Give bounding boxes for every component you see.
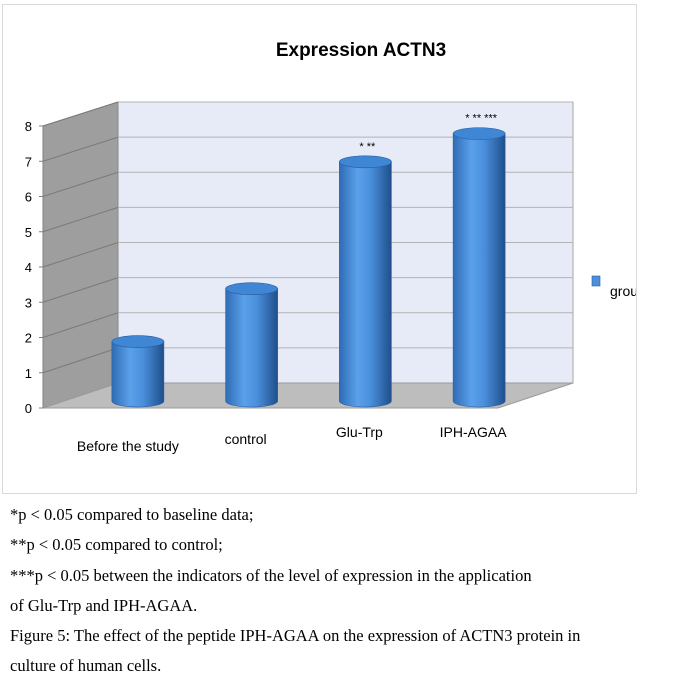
gridline-side — [42, 101, 119, 127]
x-tick-label: IPH-AGAA — [440, 424, 508, 440]
bar-top — [339, 155, 392, 169]
y-tick-label: 7 — [25, 154, 32, 169]
x-tick-label: Before the study — [77, 438, 179, 454]
caption-note-3: ***p < 0.05 between the indicators of th… — [10, 566, 532, 585]
caption-note-1: *p < 0.05 compared to baseline data; — [10, 505, 254, 524]
caption-note-4: of Glu-Trp and IPH-AGAA. — [10, 596, 198, 615]
caption-note-2: **p < 0.05 compared to control; — [10, 535, 223, 554]
gridline-side — [42, 277, 119, 303]
legend-label: groups — [610, 283, 636, 299]
chart-title: Expression ACTN3 — [276, 40, 446, 61]
bar — [452, 133, 506, 408]
y-tick-label: 0 — [25, 401, 32, 416]
bar — [225, 288, 278, 408]
y-tick-label: 3 — [25, 295, 32, 310]
gridline-side — [42, 171, 119, 197]
gridline-side — [42, 242, 119, 268]
gridline-side — [42, 136, 119, 162]
bar — [111, 341, 165, 408]
gridline-side — [42, 206, 119, 233]
gridline-side — [42, 312, 119, 338]
bar — [339, 161, 392, 408]
bar-top — [111, 335, 165, 348]
significance-label: * ** — [359, 141, 376, 153]
chart-frame: Expression ACTN3 0 1 2 3 4 5 6 7 8 Before the stu… — [2, 4, 637, 494]
bar-top — [452, 127, 506, 140]
figure-caption-1: Figure 5: The effect of the peptide IPH-… — [10, 626, 581, 645]
y-tick-label: 6 — [25, 190, 32, 205]
y-tick-label: 8 — [25, 119, 32, 134]
figure-caption-2: culture of human cells. — [10, 656, 162, 675]
floor — [42, 382, 574, 409]
x-tick-label: control — [225, 431, 267, 447]
legend-swatch — [591, 275, 601, 287]
y-tick-label: 4 — [25, 260, 32, 275]
bar-top — [225, 282, 278, 296]
gridline-side — [42, 347, 119, 374]
y-tick-label: 5 — [25, 225, 32, 240]
y-tick-label: 2 — [25, 331, 32, 346]
x-tick-label: Glu-Trp — [336, 424, 383, 440]
significance-label: * ** *** — [465, 113, 498, 125]
chart-area: Expression ACTN3 0 1 2 3 4 5 6 7 8 Before the stu… — [25, 40, 636, 454]
y-tick-label: 1 — [25, 366, 32, 381]
